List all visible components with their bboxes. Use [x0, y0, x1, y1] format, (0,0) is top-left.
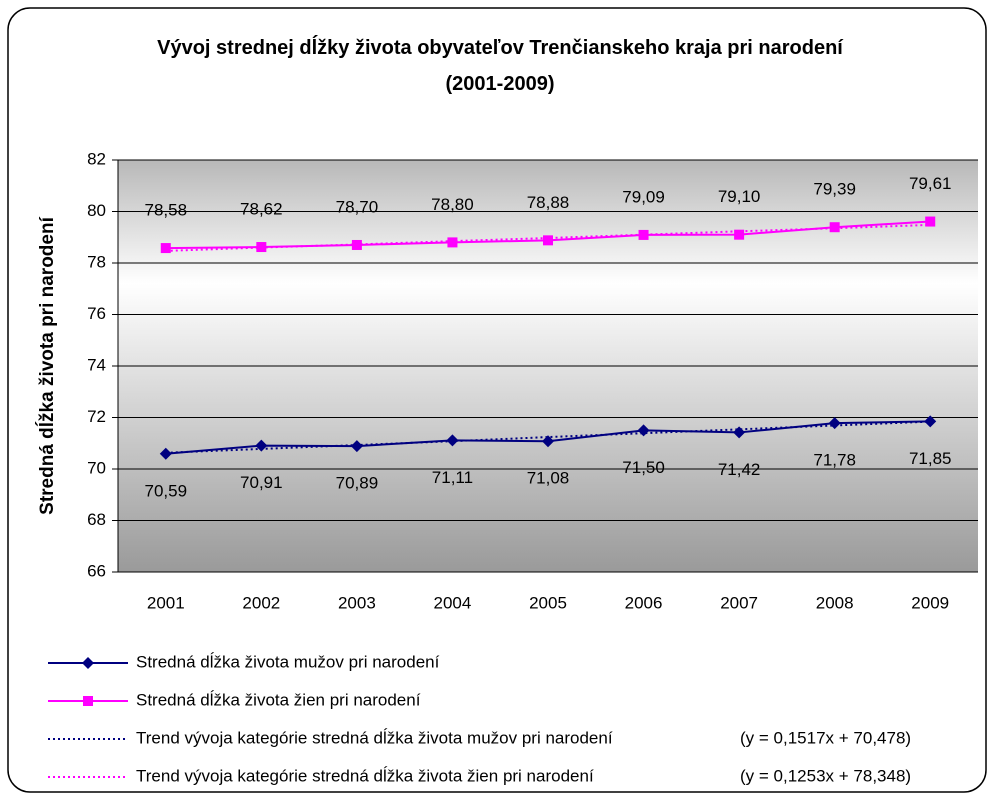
chart-title: Vývoj strednej dĺžky života obyvateľov T… — [157, 37, 843, 95]
marker — [924, 415, 937, 428]
y-tick-label: 76 — [87, 304, 106, 323]
x-tick-label: 2001 — [147, 593, 185, 612]
data-label: 71,50 — [622, 458, 665, 477]
x-tick-label: 2008 — [816, 593, 854, 612]
data-label: 70,59 — [145, 481, 188, 500]
data-label: 79,10 — [718, 187, 761, 206]
marker — [159, 447, 172, 460]
x-tick-label: 2006 — [625, 593, 663, 612]
y-tick-label: 68 — [87, 510, 106, 529]
x-tick-label: 2009 — [911, 593, 949, 612]
marker — [829, 222, 840, 233]
marker — [350, 440, 363, 453]
data-label: 71,08 — [527, 469, 570, 488]
legend-equation: (y = 0,1517x + 70,478) — [740, 728, 911, 747]
data-label: 78,62 — [240, 200, 283, 219]
data-label: 79,39 — [813, 180, 856, 199]
x-tick-label: 2002 — [242, 593, 280, 612]
data-label: 78,80 — [431, 195, 474, 214]
y-tick-label: 66 — [87, 561, 106, 580]
data-label: 71,85 — [909, 449, 952, 468]
y-tick-label: 74 — [87, 355, 106, 374]
legend-label: Stredná dĺžka života mužov pri narodení — [136, 652, 440, 671]
y-tick-label: 80 — [87, 201, 106, 220]
y-tick-label: 70 — [87, 458, 106, 477]
data-label: 78,58 — [145, 201, 188, 220]
marker — [734, 229, 745, 240]
data-label: 70,89 — [336, 474, 379, 493]
data-label: 78,70 — [336, 197, 379, 216]
marker — [160, 243, 171, 254]
y-axis-label: Stredná dĺžka života pri narodení — [36, 216, 58, 514]
legend-label: Trend vývoja kategórie stredná dĺžka živ… — [136, 766, 594, 785]
data-label: 79,61 — [909, 174, 952, 193]
marker — [83, 696, 93, 706]
y-tick-label: 72 — [87, 407, 106, 426]
data-label: 79,09 — [622, 187, 665, 206]
x-tick-label: 2007 — [720, 593, 758, 612]
marker — [542, 435, 554, 448]
data-label: 70,91 — [240, 473, 283, 492]
marker — [543, 235, 553, 246]
x-tick-label: 2003 — [338, 593, 376, 612]
marker — [638, 229, 649, 240]
marker — [447, 237, 458, 248]
legend-equation: (y = 0,1253x + 78,348) — [740, 766, 911, 785]
y-tick-label: 82 — [87, 149, 106, 168]
x-tick-label: 2004 — [434, 593, 472, 612]
y-tick-label: 78 — [87, 252, 106, 271]
data-label: 78,88 — [527, 193, 570, 212]
legend-label: Stredná dĺžka života žien pri narodení — [136, 690, 421, 709]
data-label: 71,42 — [718, 460, 761, 479]
data-label: 71,78 — [813, 451, 856, 470]
legend-label: Trend vývoja kategórie stredná dĺžka živ… — [136, 728, 613, 747]
marker — [82, 657, 94, 669]
marker — [255, 439, 268, 452]
marker — [925, 216, 936, 227]
x-tick-label: 2005 — [529, 593, 567, 612]
data-label: 71,11 — [432, 468, 473, 487]
